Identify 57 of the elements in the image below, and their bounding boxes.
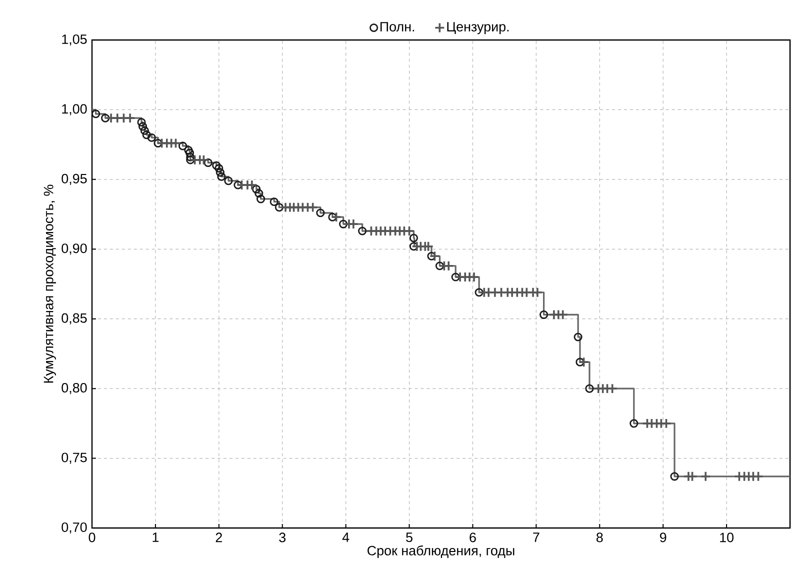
point	[216, 168, 224, 177]
x-tick-label: 1	[152, 532, 159, 542]
point	[274, 203, 284, 212]
y-tick-label: 0,95	[62, 174, 87, 185]
y-tick-label: 0,75	[62, 452, 87, 464]
point	[540, 310, 548, 319]
y-tick-label: 0,80	[62, 383, 87, 394]
point	[339, 220, 348, 228]
point	[101, 114, 110, 122]
x-tick-label: 4	[342, 532, 350, 542]
point	[185, 148, 194, 158]
point	[256, 194, 266, 204]
point	[358, 226, 367, 236]
y-axis-title: Кумулятивная проходимость, %	[44, 184, 56, 383]
point	[574, 332, 582, 342]
point	[252, 184, 261, 194]
legend-label: Цензурир.	[447, 22, 509, 34]
x-tick-label: 10	[720, 532, 734, 542]
legend-label: Полн.	[380, 22, 414, 32]
point	[316, 208, 325, 218]
y-tick-label: 0,85	[62, 313, 87, 324]
y-tick-label: 1,00	[62, 104, 87, 116]
x-tick-label: 9	[660, 532, 666, 542]
point	[184, 146, 193, 154]
point	[254, 189, 264, 198]
point	[186, 156, 195, 164]
point	[138, 122, 148, 131]
x-tick-label: 0	[88, 532, 96, 542]
point	[630, 419, 638, 428]
point	[178, 142, 188, 150]
point	[212, 161, 221, 170]
point	[224, 176, 233, 186]
y-tick-label: 0,70	[62, 522, 87, 534]
point	[435, 262, 444, 270]
point	[142, 130, 151, 140]
x-tick-label: 7	[533, 532, 540, 542]
point	[451, 272, 460, 282]
x-tick-label: 3	[279, 532, 286, 542]
point	[92, 110, 100, 118]
point	[147, 133, 156, 142]
point	[670, 472, 679, 481]
x-tick-label: 6	[470, 532, 476, 542]
point	[204, 158, 212, 167]
point	[409, 234, 418, 242]
point	[214, 164, 224, 173]
point	[474, 288, 484, 297]
y-tick-label: 1,05	[62, 34, 87, 46]
point	[137, 118, 146, 127]
x-tick-label: 8	[596, 532, 603, 542]
point	[270, 197, 278, 206]
point	[217, 172, 226, 181]
x-tick-label: 2	[216, 532, 222, 542]
point	[140, 126, 149, 135]
x-axis-title: Срок наблюдения, годы	[368, 545, 514, 558]
x-tick-label: 5	[406, 532, 412, 542]
y-tick-label: 0,90	[62, 244, 87, 255]
point	[585, 384, 594, 393]
